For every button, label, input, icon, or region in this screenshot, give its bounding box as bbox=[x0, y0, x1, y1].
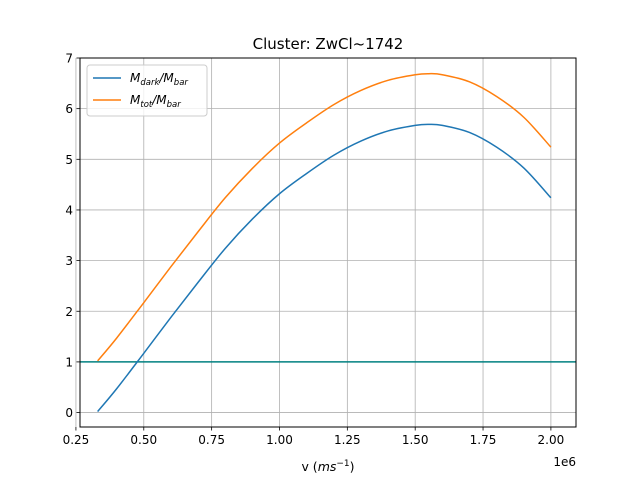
legend-tot-mid: /M bbox=[151, 93, 167, 107]
chart-title: Cluster: ZwCl~1742 bbox=[253, 35, 404, 53]
y-tick-label: 3 bbox=[65, 254, 73, 268]
x-tick-label: 1.25 bbox=[334, 433, 361, 447]
legend-tot-sub2: bar bbox=[167, 100, 182, 110]
y-tick-label: 4 bbox=[65, 203, 73, 217]
legend-dark-m: M bbox=[130, 71, 141, 85]
legend-dark-sub2: bar bbox=[174, 78, 189, 88]
x-axis-label-unit-superscript: −1 bbox=[336, 459, 349, 469]
axes-frame bbox=[79, 57, 577, 428]
x-tick-label: 1.00 bbox=[266, 433, 293, 447]
y-axis: 0 1 2 3 4 5 6 7 bbox=[65, 52, 80, 420]
x-tick-label: 1.75 bbox=[470, 433, 497, 447]
y-tick-label: 1 bbox=[65, 355, 73, 369]
legend-label-tot: Mtot/Mbar bbox=[130, 93, 181, 110]
x-tick-label: 0.75 bbox=[198, 433, 225, 447]
y-tick-label: 2 bbox=[65, 305, 73, 319]
legend: Mdark/Mbar Mtot/Mbar bbox=[86, 64, 208, 117]
y-tick-label: 6 bbox=[65, 102, 73, 116]
series-line-tot bbox=[97, 72, 552, 362]
x-axis: 0.25 0.50 0.75 1.00 1.25 1.50 1.75 2.00 bbox=[63, 427, 565, 447]
x-offset-label: 1e6 bbox=[553, 455, 576, 469]
x-tick-label: 0.50 bbox=[130, 433, 157, 447]
x-tick-label: 2.00 bbox=[538, 433, 565, 447]
legend-dark-mid: /M bbox=[158, 71, 174, 85]
y-tick-label: 5 bbox=[65, 153, 73, 167]
y-tick-label: 0 bbox=[65, 406, 73, 420]
x-axis-label: v (ms−1) bbox=[301, 459, 354, 474]
y-tick-label: 7 bbox=[65, 52, 73, 66]
x-axis-label-base: v ( bbox=[301, 459, 317, 474]
legend-dark-sub: dark bbox=[140, 78, 160, 88]
plot-area bbox=[80, 72, 576, 413]
legend-tot-sub: tot bbox=[140, 100, 153, 110]
legend-tot-m: M bbox=[130, 93, 141, 107]
series-line-dark bbox=[97, 123, 552, 413]
x-axis-label-unit: ms bbox=[318, 459, 337, 474]
x-axis-label-close: ) bbox=[350, 459, 355, 474]
legend-label-dark: Mdark/Mbar bbox=[130, 71, 188, 88]
x-tick-label: 0.25 bbox=[63, 433, 90, 447]
x-tick-label: 1.50 bbox=[402, 433, 429, 447]
